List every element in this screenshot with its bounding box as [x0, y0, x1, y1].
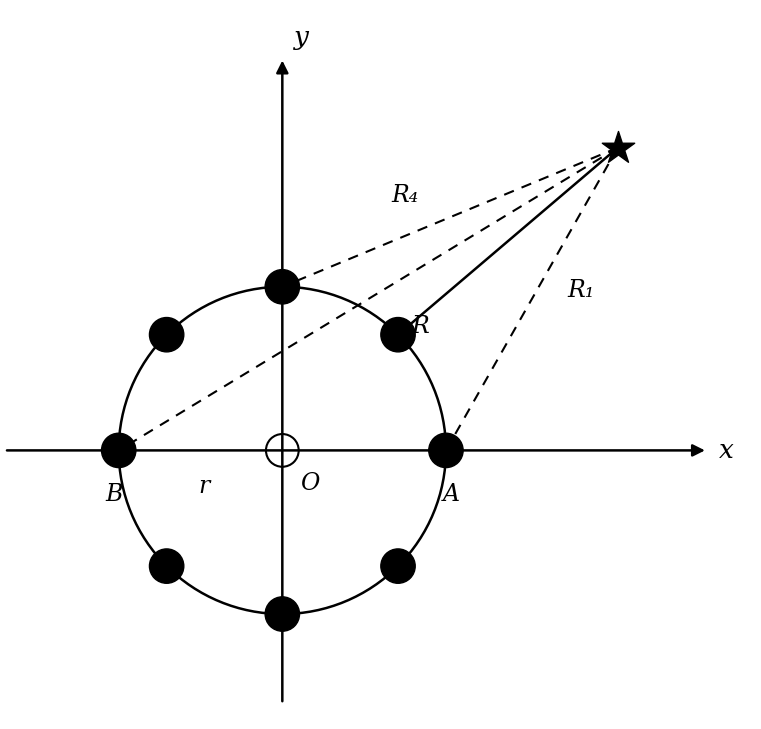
Circle shape — [428, 433, 463, 467]
Text: R₄: R₄ — [392, 184, 419, 207]
Circle shape — [101, 433, 136, 467]
Text: y: y — [294, 25, 309, 50]
Circle shape — [380, 318, 416, 352]
Text: x: x — [719, 438, 734, 463]
Point — [612, 142, 624, 154]
Circle shape — [380, 549, 416, 583]
Text: r: r — [198, 475, 209, 498]
Circle shape — [265, 270, 300, 304]
Text: O: O — [301, 472, 320, 495]
Text: R₁: R₁ — [568, 279, 595, 303]
Text: A: A — [442, 483, 460, 506]
Circle shape — [149, 318, 184, 352]
Circle shape — [149, 549, 184, 583]
Text: B: B — [105, 483, 123, 506]
Text: R: R — [411, 315, 429, 338]
Circle shape — [265, 597, 300, 631]
